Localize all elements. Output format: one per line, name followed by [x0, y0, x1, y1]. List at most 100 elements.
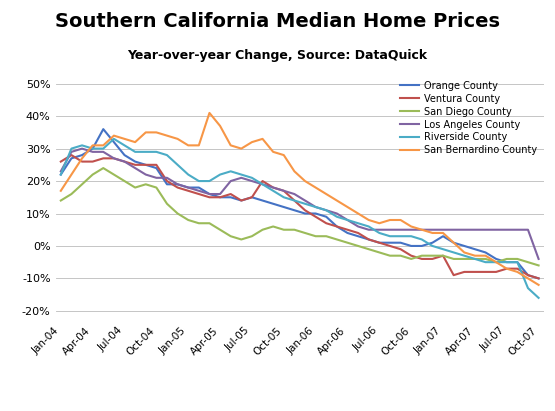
Ventura County	[355, 231, 361, 236]
Los Angeles County	[493, 227, 500, 232]
Los Angeles County	[355, 224, 361, 229]
Los Angeles County	[153, 175, 160, 180]
San Diego County	[58, 198, 64, 203]
San Diego County	[429, 253, 436, 258]
Orange County	[79, 152, 85, 157]
Riverside County	[270, 188, 276, 193]
San Diego County	[291, 227, 297, 232]
San Diego County	[100, 166, 107, 171]
Orange County	[164, 182, 170, 187]
Ventura County	[249, 195, 255, 200]
San Diego County	[89, 172, 96, 177]
San Bernardino County	[185, 143, 191, 148]
Los Angeles County	[408, 227, 415, 232]
Riverside County	[418, 237, 425, 242]
Orange County	[249, 195, 255, 200]
Los Angeles County	[259, 182, 266, 187]
Orange County	[174, 182, 181, 187]
San Diego County	[355, 243, 361, 248]
Los Angeles County	[291, 192, 297, 196]
Text: Year-over-year Change, Source: DataQuick: Year-over-year Change, Source: DataQuick	[128, 49, 427, 62]
San Bernardino County	[195, 143, 202, 148]
Los Angeles County	[174, 182, 181, 187]
Riverside County	[228, 169, 234, 174]
Orange County	[58, 172, 64, 177]
Los Angeles County	[461, 227, 468, 232]
San Bernardino County	[408, 224, 415, 229]
Orange County	[461, 243, 468, 248]
San Diego County	[503, 256, 510, 261]
Ventura County	[217, 195, 224, 200]
San Bernardino County	[291, 169, 297, 174]
Los Angeles County	[440, 227, 446, 232]
Riverside County	[503, 260, 510, 265]
Riverside County	[195, 179, 202, 184]
San Diego County	[482, 256, 489, 261]
Ventura County	[302, 208, 309, 213]
Ventura County	[121, 159, 128, 164]
San Bernardino County	[418, 227, 425, 232]
Orange County	[440, 234, 446, 239]
San Bernardino County	[365, 217, 372, 222]
San Bernardino County	[344, 205, 351, 210]
Orange County	[270, 201, 276, 206]
Ventura County	[238, 198, 245, 203]
Riverside County	[291, 198, 297, 203]
Orange County	[418, 243, 425, 248]
San Bernardino County	[472, 253, 478, 258]
Orange County	[185, 185, 191, 190]
Line: Los Angeles County: Los Angeles County	[61, 149, 538, 259]
Los Angeles County	[514, 227, 521, 232]
Line: Riverside County: Riverside County	[61, 139, 538, 298]
Los Angeles County	[228, 179, 234, 184]
San Bernardino County	[524, 276, 531, 281]
Riverside County	[493, 260, 500, 265]
San Diego County	[121, 179, 128, 184]
Text: Southern California Median Home Prices: Southern California Median Home Prices	[55, 12, 500, 31]
San Diego County	[206, 221, 213, 226]
San Diego County	[217, 227, 224, 232]
Orange County	[524, 272, 531, 277]
Los Angeles County	[312, 205, 319, 210]
Los Angeles County	[334, 211, 340, 216]
Riverside County	[206, 179, 213, 184]
Riverside County	[132, 149, 138, 154]
Ventura County	[110, 156, 117, 161]
San Diego County	[408, 256, 415, 261]
Los Angeles County	[524, 227, 531, 232]
Orange County	[472, 247, 478, 252]
Ventura County	[270, 185, 276, 190]
Los Angeles County	[164, 175, 170, 180]
Orange County	[110, 140, 117, 145]
Los Angeles County	[472, 227, 478, 232]
San Diego County	[259, 227, 266, 232]
San Diego County	[418, 253, 425, 258]
Los Angeles County	[110, 156, 117, 161]
San Bernardino County	[153, 130, 160, 135]
Los Angeles County	[217, 192, 224, 196]
Los Angeles County	[387, 227, 393, 232]
San Bernardino County	[132, 140, 138, 145]
San Bernardino County	[110, 133, 117, 138]
San Diego County	[164, 201, 170, 206]
Orange County	[89, 146, 96, 151]
Orange County	[387, 240, 393, 245]
Ventura County	[100, 156, 107, 161]
Riverside County	[68, 146, 75, 151]
Riverside County	[450, 250, 457, 255]
San Diego County	[387, 253, 393, 258]
Riverside County	[110, 136, 117, 141]
Orange County	[195, 185, 202, 190]
Los Angeles County	[482, 227, 489, 232]
San Bernardino County	[376, 221, 382, 226]
Orange County	[280, 205, 287, 210]
Riverside County	[334, 214, 340, 219]
San Diego County	[440, 253, 446, 258]
Los Angeles County	[535, 256, 542, 261]
San Diego County	[110, 172, 117, 177]
Riverside County	[344, 217, 351, 222]
Ventura County	[323, 221, 330, 226]
Ventura County	[365, 237, 372, 242]
Los Angeles County	[280, 188, 287, 193]
San Diego County	[524, 260, 531, 265]
